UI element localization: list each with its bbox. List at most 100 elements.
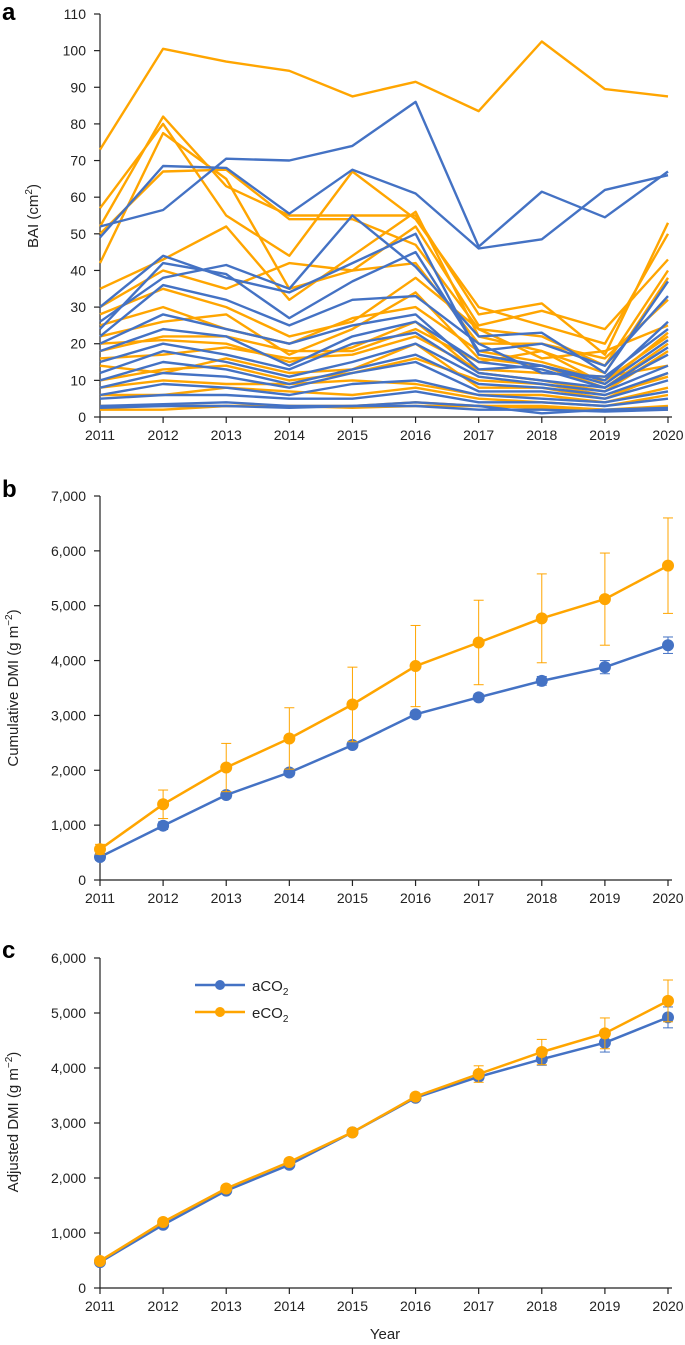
y-tick-label: 5,000 xyxy=(51,598,86,614)
x-tick-label: 2013 xyxy=(211,890,242,906)
y-axis-title-c: Adjusted DMI (g m−2) xyxy=(4,1052,22,1193)
x-tick-label: 2012 xyxy=(148,427,179,443)
y-tick-label: 4,000 xyxy=(51,653,86,669)
data-point-eCO2 xyxy=(598,1027,611,1040)
data-point-eCO2 xyxy=(472,1068,485,1081)
data-point-eCO2 xyxy=(157,798,170,811)
series-line-eCO2 xyxy=(99,357,669,397)
data-point-eCO2 xyxy=(283,732,296,745)
legend-label-eCO2: eCO2 xyxy=(252,1005,289,1025)
y-tick-label: 3,000 xyxy=(51,1115,86,1131)
data-point-aCO2 xyxy=(472,691,485,704)
series-line-aCO2 xyxy=(99,214,669,375)
y-tick-label: 1,000 xyxy=(51,817,86,833)
y-tick-label: 7,000 xyxy=(51,488,86,504)
y-tick-label: 3,000 xyxy=(51,707,86,723)
series-line-aCO2 xyxy=(99,250,669,367)
x-tick-label: 2017 xyxy=(463,890,494,906)
data-point-aCO2 xyxy=(157,819,170,832)
series-line-eCO2 xyxy=(99,210,670,375)
x-tick-label: 2014 xyxy=(274,890,305,906)
series-line-eCO2 xyxy=(98,40,669,151)
data-point-aCO2 xyxy=(535,674,548,687)
series-line-aCO2 xyxy=(99,1016,669,1264)
data-point-eCO2 xyxy=(346,698,359,711)
panel-label-a: a xyxy=(2,0,16,26)
panel-label-c: c xyxy=(2,937,15,964)
x-tick-label: 2019 xyxy=(589,1298,620,1314)
x-tick-label: 2014 xyxy=(274,427,305,443)
x-tick-label: 2016 xyxy=(400,427,431,443)
data-point-eCO2 xyxy=(157,1216,170,1228)
legend-label-aCO2: aCO2 xyxy=(252,978,289,998)
series-line-aCO2 xyxy=(99,379,669,404)
x-tick-label: 2019 xyxy=(589,890,620,906)
data-point-eCO2 xyxy=(220,761,233,774)
data-point-eCO2 xyxy=(662,994,674,1007)
y-tick-label: 20 xyxy=(70,336,86,352)
y-axis-title-b: Cumulative DMI (g m−2) xyxy=(4,609,22,766)
data-point-eCO2 xyxy=(283,1156,296,1169)
x-tick-label: 2018 xyxy=(526,427,557,443)
y-tick-label: 1,000 xyxy=(51,1225,86,1241)
x-tick-label: 2014 xyxy=(274,1298,305,1314)
x-tick-label: 2017 xyxy=(463,1298,494,1314)
y-tick-label: 50 xyxy=(70,226,86,242)
x-tick-label: 2015 xyxy=(337,427,368,443)
data-point-eCO2 xyxy=(535,1046,548,1059)
legend-marker-aCO2 xyxy=(215,980,225,990)
y-tick-label: 2,000 xyxy=(51,1170,86,1186)
series-line-aCO2 xyxy=(99,313,669,386)
data-point-aCO2 xyxy=(409,708,422,721)
x-tick-label: 2020 xyxy=(652,1298,683,1314)
x-axis-title: Year xyxy=(370,1326,400,1343)
x-tick-label: 2016 xyxy=(400,1298,431,1314)
y-tick-label: 5,000 xyxy=(51,1005,86,1021)
plot-panel-c: 0 1,000 2,000 3,000 4,000 5,000 6,000 2011 2012 2… xyxy=(51,950,684,1314)
legend-marker-eCO2 xyxy=(215,1007,225,1017)
series-line-eCO2 xyxy=(99,291,669,389)
series-line-aCO2 xyxy=(99,353,669,397)
series-line-aCO2 xyxy=(99,644,669,859)
series-line-aCO2 xyxy=(99,320,669,389)
series-line-aCO2 xyxy=(99,100,669,248)
series-line-eCO2 xyxy=(99,327,669,386)
x-tick-label: 2011 xyxy=(85,1298,115,1314)
y-tick-label: 30 xyxy=(70,299,86,315)
series-line-eCO2 xyxy=(99,564,669,851)
x-tick-label: 2020 xyxy=(652,427,683,443)
plot-panel-a: 0 10 20 30 40 50 60 70 80 90 100 110 2011 2012 2013 201… xyxy=(63,6,684,443)
y-tick-label: 4,000 xyxy=(51,1060,86,1076)
y-tick-label: 6,000 xyxy=(51,543,86,559)
series-line-eCO2 xyxy=(99,999,669,1263)
x-tick-label: 2015 xyxy=(337,890,368,906)
x-tick-label: 2017 xyxy=(463,427,494,443)
y-tick-label: 6,000 xyxy=(51,950,86,966)
y-tick-label: 0 xyxy=(78,409,86,425)
series-line-aCO2 xyxy=(99,342,669,393)
y-tick-label: 0 xyxy=(78,1280,86,1296)
data-point-eCO2 xyxy=(662,559,674,572)
data-point-aCO2 xyxy=(662,639,674,652)
data-point-eCO2 xyxy=(220,1182,233,1195)
y-tick-label: 110 xyxy=(64,6,87,22)
x-tick-label: 2012 xyxy=(148,890,179,906)
data-point-eCO2 xyxy=(94,843,106,856)
series-line-aCO2 xyxy=(99,164,669,250)
data-point-eCO2 xyxy=(346,1126,359,1139)
x-tick-label: 2013 xyxy=(211,1298,242,1314)
y-tick-label: 0 xyxy=(78,872,86,888)
series-line-aCO2 xyxy=(99,232,669,382)
y-tick-label: 100 xyxy=(63,43,87,59)
data-point-eCO2 xyxy=(409,660,422,673)
plot-panel-b: 0 1,000 2,000 3,000 4,000 5,000 6,000 7,000 2011… xyxy=(51,488,684,906)
y-tick-label: 40 xyxy=(70,262,86,278)
y-tick-label: 10 xyxy=(70,372,86,388)
series-line-eCO2 xyxy=(99,320,669,393)
data-point-aCO2 xyxy=(598,661,611,674)
y-tick-label: 90 xyxy=(70,79,86,95)
data-point-eCO2 xyxy=(409,1090,422,1103)
y-tick-label: 60 xyxy=(70,189,86,205)
y-tick-label: 70 xyxy=(70,153,86,169)
